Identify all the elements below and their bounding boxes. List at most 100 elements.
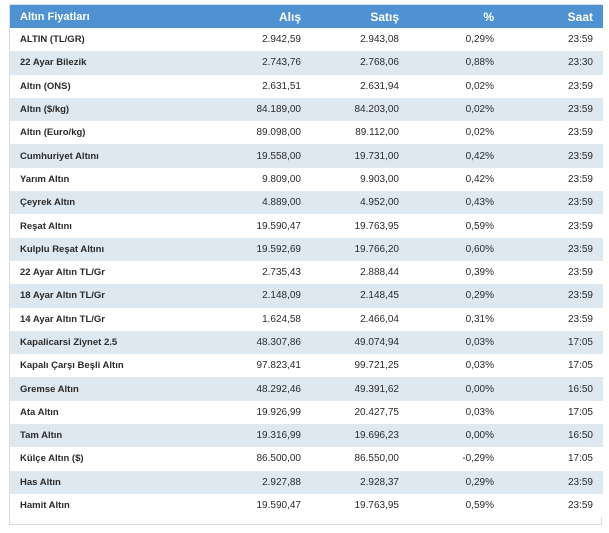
gold-name-cell: Ata Altın xyxy=(10,400,188,425)
gold-name-cell: Altın (Euro/kg) xyxy=(10,121,188,145)
buy-price-cell: 19.926,99 xyxy=(188,400,311,425)
gold-name-cell: Cumhuriyet Altını xyxy=(10,144,188,168)
buy-price-cell: 2.148,09 xyxy=(188,284,311,308)
change-percent-cell: -0,29% xyxy=(409,447,504,471)
change-percent-cell: 0,60% xyxy=(409,237,504,261)
table-row: Yarım Altın 9.809,00 9.903,00 0,42% 23:59 xyxy=(10,167,603,192)
time-cell: 23:59 xyxy=(504,260,603,285)
time-cell: 23:59 xyxy=(504,470,603,494)
buy-price-cell: 2.927,88 xyxy=(188,470,311,494)
change-percent-cell: 0,59% xyxy=(409,214,504,238)
time-cell: 23:59 xyxy=(504,74,603,98)
sell-price-cell: 99.721,25 xyxy=(311,354,409,378)
change-percent-cell: 0,29% xyxy=(409,470,504,494)
sell-price-cell: 19.763,95 xyxy=(311,214,409,238)
sell-price-cell: 2.466,04 xyxy=(311,307,409,331)
table-row: 18 Ayar Altın TL/Gr 2.148,09 2.148,45 0,29%… xyxy=(10,284,603,308)
sell-price-cell: 2.888,44 xyxy=(311,260,409,285)
gold-name-cell: Çeyrek Altın xyxy=(10,191,188,215)
buy-price-cell: 19.558,00 xyxy=(188,144,311,168)
header-sell: Satış xyxy=(311,5,409,28)
change-percent-cell: 0,02% xyxy=(409,97,504,122)
gold-name-cell: Külçe Altın ($) xyxy=(10,447,188,471)
table-row: ALTIN (TL/GR) 2.942,59 2.943,08 0,29% 23:59 xyxy=(10,28,603,52)
buy-price-cell: 1.624,58 xyxy=(188,307,311,331)
time-cell: 23:59 xyxy=(504,284,603,308)
time-cell: 23:59 xyxy=(504,191,603,215)
time-cell: 16:50 xyxy=(504,424,603,448)
sell-price-cell: 9.903,00 xyxy=(311,167,409,192)
gold-name-cell: 18 Ayar Altın TL/Gr xyxy=(10,284,188,308)
gold-name-cell: Kulplu Reşat Altını xyxy=(10,237,188,261)
header-time: Saat xyxy=(504,5,603,28)
change-percent-cell: 0,42% xyxy=(409,167,504,192)
table-body: ALTIN (TL/GR) 2.942,59 2.943,08 0,29% 23:59 2… xyxy=(10,28,603,518)
gold-name-cell: Gremse Altın xyxy=(10,377,188,401)
buy-price-cell: 19.316,99 xyxy=(188,424,311,448)
table-row: 14 Ayar Altın TL/Gr 1.624,58 2.466,04 0,31%… xyxy=(10,307,603,331)
table-row: Has Altın 2.927,88 2.928,37 0,29% 23:59 xyxy=(10,470,603,494)
sell-price-cell: 2.631,94 xyxy=(311,74,409,98)
change-percent-cell: 0,42% xyxy=(409,144,504,168)
change-percent-cell: 0,02% xyxy=(409,121,504,145)
buy-price-cell: 86.500,00 xyxy=(188,447,311,471)
sell-price-cell: 2.928,37 xyxy=(311,470,409,494)
buy-price-cell: 2.631,51 xyxy=(188,74,311,98)
sell-price-cell: 49.391,62 xyxy=(311,377,409,401)
sell-price-cell: 2.943,08 xyxy=(311,28,409,52)
change-percent-cell: 0,43% xyxy=(409,191,504,215)
time-cell: 23:59 xyxy=(504,237,603,261)
buy-price-cell: 84.189,00 xyxy=(188,97,311,122)
buy-price-cell: 2.942,59 xyxy=(188,28,311,52)
buy-price-cell: 4.889,00 xyxy=(188,191,311,215)
change-percent-cell: 0,39% xyxy=(409,260,504,285)
sell-price-cell: 19.766,20 xyxy=(311,237,409,261)
change-percent-cell: 0,03% xyxy=(409,354,504,378)
sell-price-cell: 19.696,23 xyxy=(311,424,409,448)
buy-price-cell: 19.590,47 xyxy=(188,214,311,238)
change-percent-cell: 0,88% xyxy=(409,51,504,75)
change-percent-cell: 0,00% xyxy=(409,424,504,448)
table-header: Altın Fiyatları Alış Satış % Saat xyxy=(10,5,603,28)
gold-name-cell: Reşat Altını xyxy=(10,214,188,238)
table-row: Altın (ONS) 2.631,51 2.631,94 0,02% 23:59 xyxy=(10,74,603,98)
sell-price-cell: 4.952,00 xyxy=(311,191,409,215)
buy-price-cell: 2.735,43 xyxy=(188,260,311,285)
time-cell: 23:59 xyxy=(504,214,603,238)
gold-name-cell: Yarım Altın xyxy=(10,167,188,192)
sell-price-cell: 86.550,00 xyxy=(311,447,409,471)
change-percent-cell: 0,02% xyxy=(409,74,504,98)
table-row: Külçe Altın ($) 86.500,00 86.550,00 -0,29% 1… xyxy=(10,447,603,471)
time-cell: 17:05 xyxy=(504,400,603,425)
gold-prices-panel: Altın Fiyatları Alış Satış % Saat ALTIN … xyxy=(9,4,603,525)
gold-name-cell: 22 Ayar Altın TL/Gr xyxy=(10,260,188,285)
time-cell: 23:59 xyxy=(504,28,603,52)
header-buy: Alış xyxy=(188,5,311,28)
change-percent-cell: 0,31% xyxy=(409,307,504,331)
table-row: Altın ($/kg) 84.189,00 84.203,00 0,02% 23:59 xyxy=(10,97,603,122)
gold-name-cell: Kapalı Çarşı Beşli Altın xyxy=(10,354,188,378)
sell-price-cell: 89.112,00 xyxy=(311,121,409,145)
buy-price-cell: 19.592,69 xyxy=(188,237,311,261)
time-cell: 23:59 xyxy=(504,307,603,331)
time-cell: 23:59 xyxy=(504,121,603,145)
gold-name-cell: Hamit Altın xyxy=(10,493,188,518)
header-change: % xyxy=(409,5,504,28)
time-cell: 17:05 xyxy=(504,354,603,378)
sell-price-cell: 19.731,00 xyxy=(311,144,409,168)
time-cell: 23:59 xyxy=(504,97,603,122)
buy-price-cell: 19.590,47 xyxy=(188,493,311,518)
change-percent-cell: 0,03% xyxy=(409,330,504,355)
table-row: Çeyrek Altın 4.889,00 4.952,00 0,43% 23:59 xyxy=(10,191,603,215)
time-cell: 23:59 xyxy=(504,144,603,168)
table-row: 22 Ayar Altın TL/Gr 2.735,43 2.888,44 0,39%… xyxy=(10,260,603,285)
change-percent-cell: 0,03% xyxy=(409,400,504,425)
change-percent-cell: 0,29% xyxy=(409,28,504,52)
buy-price-cell: 2.743,76 xyxy=(188,51,311,75)
gold-name-cell: Kapalicarsi Ziynet 2.5 xyxy=(10,330,188,355)
table-row: Altın (Euro/kg) 89.098,00 89.112,00 0,02% 23… xyxy=(10,121,603,145)
header-name: Altın Fiyatları xyxy=(10,5,188,28)
buy-price-cell: 48.307,86 xyxy=(188,330,311,355)
time-cell: 23:30 xyxy=(504,51,603,75)
gold-name-cell: Altın ($/kg) xyxy=(10,97,188,122)
